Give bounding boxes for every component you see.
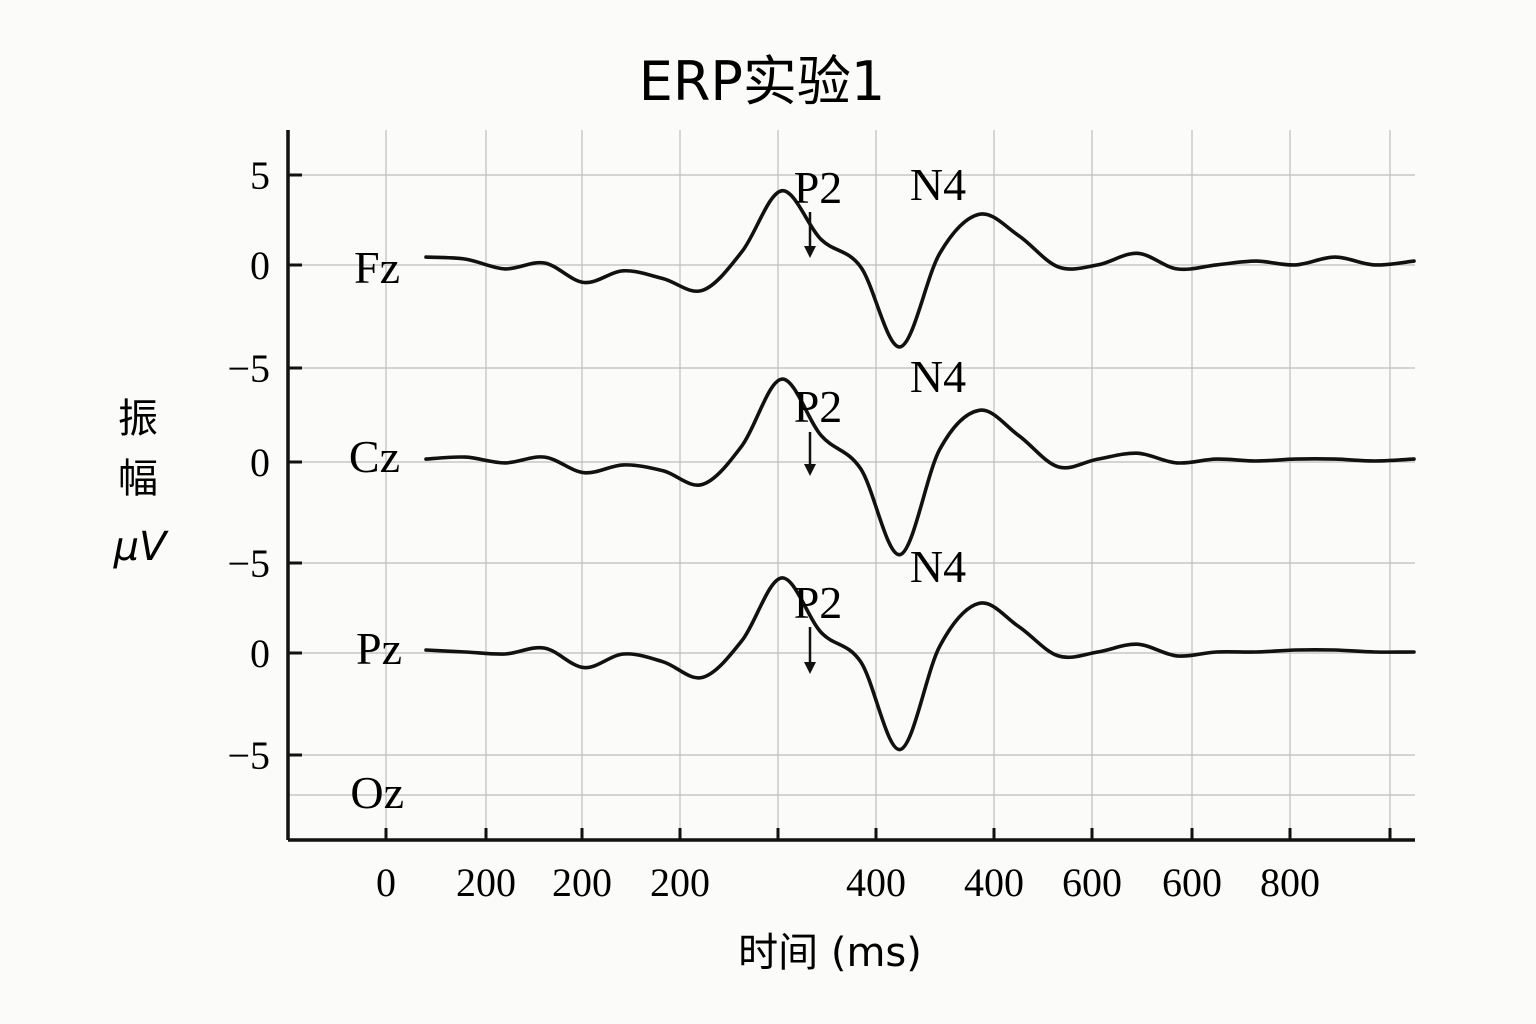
- p2-label: P2: [794, 381, 843, 432]
- x-tick-label: 600: [1062, 860, 1122, 905]
- n4-label: N4: [910, 541, 966, 592]
- peak-annotations: P2 N4 P2 N4 P2 N4: [794, 159, 966, 674]
- x-ticks: 0 200 200 200 400 400 600 600 800: [376, 828, 1392, 905]
- y-axis-label-unit: μV: [113, 524, 169, 570]
- y-tick-label: −5: [227, 346, 270, 391]
- x-axis-label: 时间 (ms): [738, 930, 922, 976]
- y-tick-label: −5: [227, 733, 270, 778]
- erp-trace-pz: [424, 576, 1416, 752]
- p2-arrow-head: [804, 464, 816, 476]
- x-tick-label: 200: [552, 860, 612, 905]
- p2-arrow-head: [804, 662, 816, 674]
- erp-trace-cz: [424, 377, 1416, 557]
- axes: [286, 130, 1415, 842]
- y-ticks: 5 0 −5 0 −5 0 −5: [227, 153, 302, 778]
- n4-label: N4: [910, 159, 966, 210]
- channel-labels: Fz Cz Pz Oz: [349, 242, 404, 818]
- x-tick-label: 800: [1260, 860, 1320, 905]
- p2-arrow-head: [804, 246, 816, 258]
- erp-trace-fz: [424, 189, 1416, 349]
- channel-label: Pz: [356, 623, 402, 674]
- grid-lines: [288, 130, 1415, 840]
- y-tick-label: −5: [227, 541, 270, 586]
- chart-title: ERP实验1: [639, 50, 886, 113]
- y-tick-label: 0: [250, 631, 270, 676]
- p2-label: P2: [794, 577, 843, 628]
- y-tick-label: 0: [250, 440, 270, 485]
- x-tick-label: 600: [1162, 860, 1222, 905]
- y-axis-label-line1: 振: [118, 396, 158, 442]
- n4-label: N4: [910, 351, 966, 402]
- y-tick-label: 0: [250, 243, 270, 288]
- x-tick-label: 200: [650, 860, 710, 905]
- channel-label: Cz: [349, 431, 400, 482]
- y-axis-label-line2: 幅: [118, 456, 158, 502]
- x-tick-label: 400: [846, 860, 906, 905]
- x-tick-label: 200: [456, 860, 516, 905]
- x-tick-label: 0: [376, 860, 396, 905]
- channel-label: Oz: [350, 767, 404, 818]
- erp-traces: [424, 189, 1416, 752]
- p2-label: P2: [794, 162, 843, 213]
- y-tick-label: 5: [250, 153, 270, 198]
- x-tick-label: 400: [964, 860, 1024, 905]
- channel-label: Fz: [354, 242, 400, 293]
